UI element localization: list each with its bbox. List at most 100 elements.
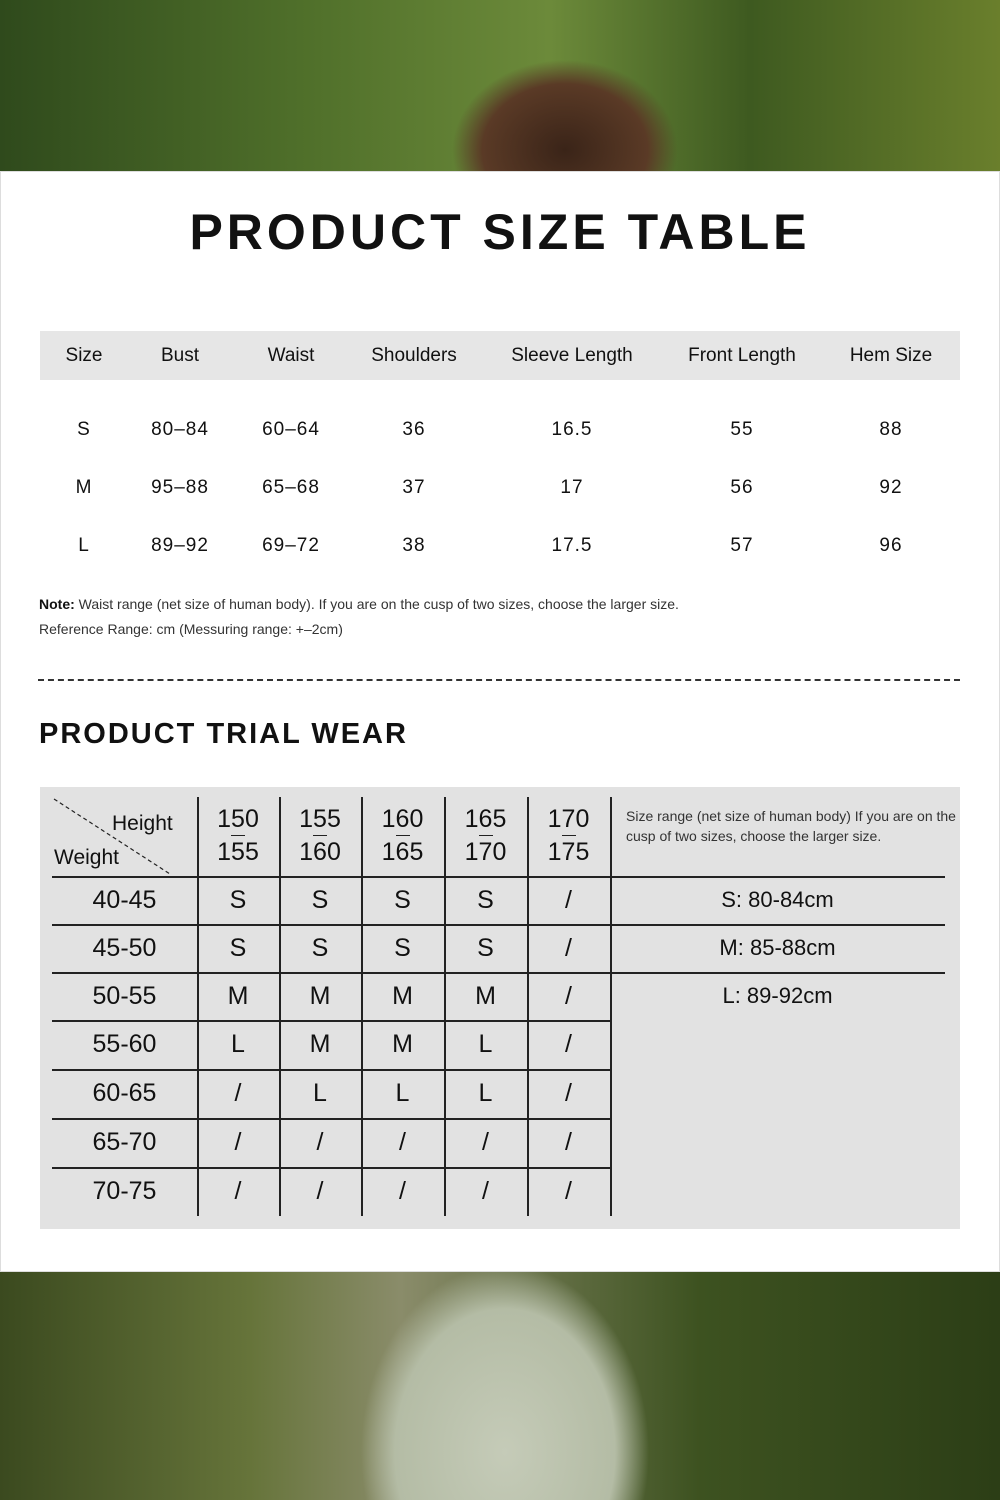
reference-range: Reference Range: cm (Messuring range: +–… xyxy=(39,621,343,637)
grid-line xyxy=(444,797,446,1216)
size-recommendation: L xyxy=(478,1079,493,1107)
grid-line xyxy=(527,797,529,1216)
grid-line xyxy=(52,924,945,926)
size-recommendation: / xyxy=(565,1177,572,1205)
size-range-1: M: 85-88cm xyxy=(719,935,836,960)
size-recommendation: / xyxy=(565,1030,572,1058)
note: Note: Waist range (net size of human bod… xyxy=(39,596,679,612)
height-min: 150 xyxy=(217,805,259,834)
table-cell: 16.5 xyxy=(551,419,593,440)
size-recommendation: S xyxy=(394,933,411,962)
size-recommendation: / xyxy=(234,1079,242,1107)
model-photo-top xyxy=(0,0,1000,171)
weight-range: 55-60 xyxy=(92,1030,157,1058)
table-cell: 55 xyxy=(730,419,754,440)
height-min: 160 xyxy=(381,805,424,834)
table-cell: 88 xyxy=(879,419,903,440)
size-table-header xyxy=(40,331,960,380)
table-cell: M xyxy=(75,477,93,498)
height-range-header: 165 170 xyxy=(444,797,527,876)
dash-mark xyxy=(395,834,410,837)
grid-line xyxy=(52,1167,610,1169)
dash-mark xyxy=(231,834,245,837)
corner-weight-label: Weight xyxy=(54,846,119,869)
height-range-header: 170 175 xyxy=(527,797,610,876)
height-max: 155 xyxy=(217,838,259,867)
grid-line xyxy=(361,797,363,1216)
size-recommendation: M xyxy=(392,981,413,1010)
table-cell: 17.5 xyxy=(551,535,593,556)
column-header: Bust xyxy=(160,345,200,366)
height-max: 170 xyxy=(464,838,507,867)
table-cell: L xyxy=(78,535,90,556)
grid-line xyxy=(279,797,281,1216)
size-recommendation: M xyxy=(392,1030,413,1058)
size-recommendation: L xyxy=(395,1079,410,1107)
table-cell: 60–64 xyxy=(262,419,320,440)
height-max: 160 xyxy=(299,838,341,867)
grid-line xyxy=(610,797,612,1216)
height-max: 175 xyxy=(547,838,590,867)
table-cell: 38 xyxy=(402,535,426,556)
height-min: 155 xyxy=(299,805,341,834)
note-label: Note: xyxy=(39,596,75,612)
divider xyxy=(38,679,960,681)
weight-range: 70-75 xyxy=(92,1177,157,1205)
size-recommendation: / xyxy=(234,1128,242,1156)
grid-line xyxy=(52,876,945,878)
weight-range: 50-55 xyxy=(92,981,157,1010)
table-cell: 96 xyxy=(879,535,903,556)
size-range-2: L: 89-92cm xyxy=(722,983,833,1008)
column-header: Hem Size xyxy=(849,345,933,366)
column-header: Shoulders xyxy=(371,345,457,366)
column-header: Front Length xyxy=(688,345,796,366)
model-photo-bottom xyxy=(0,1272,1000,1500)
table-cell: 65–68 xyxy=(262,477,320,498)
grid-line xyxy=(52,1118,610,1120)
size-recommendation: / xyxy=(399,1128,406,1156)
dash-mark xyxy=(478,834,493,837)
diagonal-divider xyxy=(53,798,171,875)
height-range-header: 160 165 xyxy=(361,797,444,876)
column-header: Size xyxy=(65,345,103,366)
table-cell: 69–72 xyxy=(262,535,320,556)
table-cell: 56 xyxy=(730,477,754,498)
trial-title: PRODUCT TRIAL WEAR xyxy=(39,718,408,750)
size-recommendation: L xyxy=(231,1030,245,1058)
grid-line xyxy=(52,1069,610,1071)
height-min: 170 xyxy=(547,805,590,834)
grid-line xyxy=(52,1020,610,1022)
weight-range: 45-50 xyxy=(92,933,157,962)
weight-range: 60-65 xyxy=(92,1079,157,1107)
table-cell: 57 xyxy=(730,535,754,556)
size-recommendation: / xyxy=(234,1177,242,1205)
size-recommendation: M xyxy=(309,981,331,1010)
table-cell: S xyxy=(77,419,91,440)
note-text: Waist range (net size of human body). If… xyxy=(74,596,679,612)
table-cell: 92 xyxy=(879,477,903,498)
size-recommendation: S xyxy=(477,933,494,962)
grid-line xyxy=(52,972,945,974)
grid-line xyxy=(197,797,199,1216)
column-header: Waist xyxy=(267,345,315,366)
size-recommendation: M xyxy=(309,1030,331,1058)
size-range-0: S: 80-84cm xyxy=(721,887,834,912)
size-recommendation: S xyxy=(229,885,247,914)
table-cell: 80–84 xyxy=(151,419,209,440)
table-cell: 17 xyxy=(560,477,584,498)
size-recommendation: S xyxy=(229,933,247,962)
size-recommendation: M xyxy=(227,981,249,1010)
size-recommendation: S xyxy=(477,885,494,914)
table-cell: 89–92 xyxy=(151,535,209,556)
trial-table xyxy=(40,787,960,1229)
size-recommendation: L xyxy=(313,1079,327,1107)
size-recommendation: S xyxy=(311,885,329,914)
weight-range: 65-70 xyxy=(92,1128,157,1156)
dash-mark xyxy=(561,834,576,837)
table-cell: 37 xyxy=(402,477,426,498)
size-recommendation: / xyxy=(565,933,572,962)
size-recommendation: / xyxy=(482,1128,489,1156)
dash-mark xyxy=(313,834,327,837)
size-recommendation: / xyxy=(565,981,572,1010)
corner-height-label: Height xyxy=(112,812,173,835)
